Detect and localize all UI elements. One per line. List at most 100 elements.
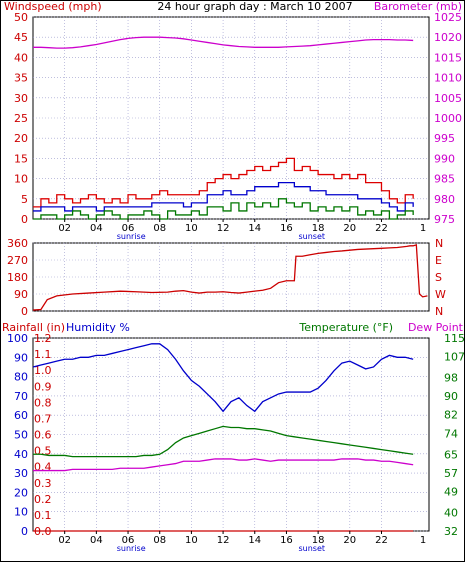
series-line-humidity [32, 343, 414, 413]
x-tick-label-20: 20 [343, 223, 356, 234]
barometer-tick-1000: 1000 [434, 112, 462, 125]
humidity-tick-50: 50 [14, 429, 28, 442]
x-tick-label-end: 1 [420, 223, 426, 234]
x-tick-label-14: 14 [248, 535, 261, 546]
x-tick-label-22: 22 [375, 535, 388, 546]
chart-title: 24 hour graph day : March 10 2007 [157, 0, 352, 13]
x-tick-label-06: 06 [122, 223, 135, 234]
temperature-tick-65: 65 [444, 448, 458, 461]
barometer-tick-985: 985 [434, 173, 455, 186]
x-tick-label-02: 02 [58, 535, 71, 546]
temperature-tick-90: 90 [444, 390, 458, 403]
humidity-tick-10: 10 [14, 506, 28, 519]
rain-tick-0.4: 0.4 [34, 461, 52, 474]
temperature-tick-32: 32 [444, 525, 458, 538]
rain-tick-1: 1.0 [34, 364, 52, 377]
temperature-tick-98: 98 [444, 372, 458, 385]
humidity-tick-20: 20 [14, 486, 28, 499]
windspeed-tick-45: 45 [14, 31, 28, 44]
x-tick-label-08: 08 [153, 535, 166, 546]
compass-label-0: N [435, 305, 443, 318]
sunrise-label-panel1: sunrise [117, 232, 146, 241]
rain-tick-0.6: 0.6 [34, 429, 52, 442]
compass-label-3: E [435, 254, 442, 267]
sunset-label-panel1: sunset [299, 232, 326, 241]
temperature-tick-49: 49 [444, 485, 458, 498]
rain-tick-0.8: 0.8 [34, 396, 52, 409]
direction-tick-180: 180 [7, 271, 28, 284]
windspeed-tick-15: 15 [14, 152, 28, 165]
temperature-tick-107: 107 [444, 351, 465, 364]
x-tick-label-12: 12 [217, 535, 230, 546]
x-tick-label-10: 10 [185, 223, 198, 234]
compass-label-1: W [435, 288, 446, 301]
barometer-tick-995: 995 [434, 132, 455, 145]
dewpoint-axis-title: Dew Point [408, 321, 464, 334]
windspeed-tick-50: 50 [14, 11, 28, 24]
humidity-tick-60: 60 [14, 409, 28, 422]
barometer-tick-1025: 1025 [434, 11, 462, 24]
x-tick-label-22: 22 [375, 223, 388, 234]
series-line-barometer [33, 36, 414, 49]
windspeed-tick-0: 0 [21, 213, 28, 226]
sunrise-label-panel3: sunrise [117, 544, 146, 553]
humidity-tick-90: 90 [14, 351, 28, 364]
rain-tick-0.9: 0.9 [34, 380, 52, 393]
x-tick-label-08: 08 [153, 223, 166, 234]
x-tick-label-14: 14 [248, 223, 261, 234]
series-line-direction [32, 244, 428, 311]
x-tick-label-18: 18 [312, 223, 325, 234]
compass-label-2: S [435, 271, 442, 284]
sunset-label-panel3: sunset [299, 544, 326, 553]
windspeed-tick-5: 5 [21, 193, 28, 206]
temperature-tick-40: 40 [444, 506, 458, 519]
barometer-tick-1005: 1005 [434, 92, 462, 105]
rain-tick-0.7: 0.7 [34, 412, 52, 425]
humidity-tick-70: 70 [14, 390, 28, 403]
rain-tick-1.2: 1.2 [34, 332, 52, 345]
windspeed-tick-25: 25 [14, 112, 28, 125]
x-tick-label-18: 18 [312, 535, 325, 546]
direction-tick-0: 0 [21, 305, 28, 318]
x-tick-label-16: 16 [280, 223, 293, 234]
x-tick-label-06: 06 [122, 535, 135, 546]
rainfall-axis-title: Rainfall (in) [2, 321, 65, 334]
humidity-tick-30: 30 [14, 467, 28, 480]
rain-tick-0.2: 0.2 [34, 493, 52, 506]
windspeed-axis-title: Windspeed (mph) [4, 0, 102, 13]
x-tick-label-16: 16 [280, 535, 293, 546]
humidity-tick-100: 100 [7, 332, 28, 345]
humidity-tick-80: 80 [14, 371, 28, 384]
x-tick-label-end: 1 [420, 535, 426, 546]
barometer-tick-1015: 1015 [434, 51, 462, 64]
barometer-tick-990: 990 [434, 152, 455, 165]
series-line-low [33, 198, 414, 220]
barometer-tick-975: 975 [434, 213, 455, 226]
x-tick-label-02: 02 [58, 223, 71, 234]
rain-tick-1.1: 1.1 [34, 348, 52, 361]
x-tick-label-04: 04 [90, 535, 103, 546]
series-line-temperature [33, 425, 414, 458]
rain-tick-0.3: 0.3 [34, 477, 52, 490]
x-tick-label-20: 20 [343, 535, 356, 546]
windspeed-tick-10: 10 [14, 173, 28, 186]
direction-tick-270: 270 [7, 254, 28, 267]
direction-tick-90: 90 [14, 288, 28, 301]
barometer-tick-1020: 1020 [434, 31, 462, 44]
temperature-tick-115: 115 [444, 332, 465, 345]
temperature-tick-57: 57 [444, 467, 458, 480]
x-tick-label-10: 10 [185, 535, 198, 546]
temperature-tick-82: 82 [444, 409, 458, 422]
compass-label-4: N [435, 237, 443, 250]
windspeed-tick-20: 20 [14, 132, 28, 145]
series-line-gust [33, 157, 414, 208]
windspeed-tick-40: 40 [14, 51, 28, 64]
x-tick-label-12: 12 [217, 223, 230, 234]
rain-tick-0.1: 0.1 [34, 509, 52, 522]
series-line-avg [33, 181, 414, 212]
windspeed-tick-30: 30 [14, 92, 28, 105]
windspeed-tick-35: 35 [14, 72, 28, 85]
humidity-tick-40: 40 [14, 448, 28, 461]
barometer-tick-980: 980 [434, 193, 455, 206]
